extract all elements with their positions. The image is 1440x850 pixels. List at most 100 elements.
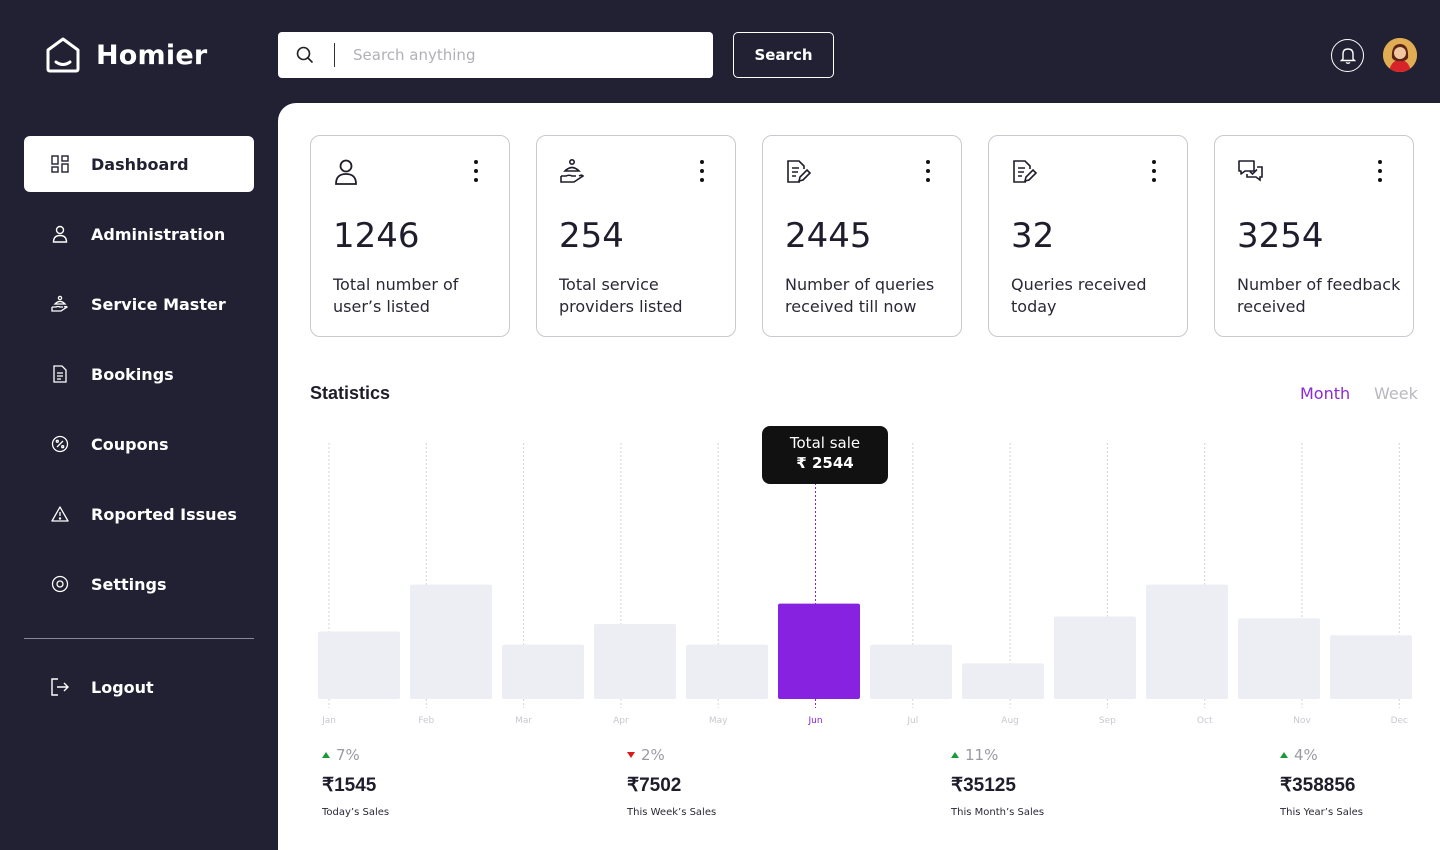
app-logo[interactable]: Homier	[44, 36, 207, 74]
logout-button[interactable]: Logout	[24, 659, 254, 715]
service-hand-icon	[560, 158, 585, 183]
statistics-title: Statistics	[310, 383, 391, 403]
summary-label: Today’s Sales	[322, 807, 390, 818]
stat-value: 1246	[333, 216, 420, 256]
user-avatar-image	[1383, 38, 1417, 72]
bar-may[interactable]	[686, 644, 768, 699]
stat-card-queries-today: 32 Queries received today	[988, 135, 1188, 337]
stat-label: Queries received today	[1011, 275, 1147, 316]
summary-label: This Year’s Sales	[1280, 807, 1363, 818]
bar-mar[interactable]	[502, 644, 584, 699]
sidebar-item-settings[interactable]: Settings	[24, 556, 254, 612]
bar-nov[interactable]	[1238, 618, 1320, 699]
bar-oct[interactable]	[1146, 584, 1228, 699]
more-options-button[interactable]	[1151, 160, 1157, 182]
text-caret	[334, 43, 335, 67]
logout-icon	[50, 677, 70, 697]
stat-value: 2445	[785, 216, 872, 256]
summary-change: 2%	[627, 746, 716, 764]
sidebar-item-label: Service Master	[91, 294, 226, 314]
change-value: 11%	[965, 746, 999, 764]
x-tick-label-sep: Sep	[1099, 716, 1116, 726]
search-icon	[296, 46, 316, 64]
search-button[interactable]: Search	[733, 32, 834, 78]
change-value: 7%	[336, 746, 360, 764]
bell-icon	[1339, 48, 1356, 64]
summary-week: 2% ₹7502 This Week’s Sales	[627, 746, 716, 818]
app-name: Homier	[96, 39, 208, 71]
x-tick-label-nov: Nov	[1293, 716, 1311, 726]
tooltip-value: ₹ 2544	[796, 454, 854, 472]
toggle-week[interactable]: Week	[1374, 384, 1418, 403]
sidebar-logout: Logout	[24, 659, 254, 729]
stat-card-service-providers: 254 Total service providers listed	[536, 135, 736, 337]
chat-icon	[1238, 160, 1263, 182]
x-tick-label-apr: Apr	[613, 716, 629, 726]
stat-label: Total service providers listed	[559, 275, 683, 316]
user-icon	[50, 224, 70, 244]
bar-aug[interactable]	[962, 663, 1044, 699]
sidebar-item-label: Roported Issues	[91, 504, 237, 524]
summary-label: This Week’s Sales	[627, 807, 717, 818]
sidebar-item-coupons[interactable]: Coupons	[24, 416, 254, 472]
edit-document-icon	[1013, 160, 1037, 183]
home-logo-icon	[46, 37, 80, 73]
stat-value: 32	[1011, 216, 1055, 256]
x-tick-label-oct: Oct	[1197, 716, 1213, 726]
summary-change: 11%	[951, 746, 1044, 764]
chart-tooltip: Total sale ₹ 2544	[762, 426, 888, 484]
x-tick-label-jan: Jan	[321, 716, 336, 726]
bar-feb[interactable]	[410, 584, 492, 699]
sidebar-item-dashboard[interactable]: Dashboard	[24, 136, 254, 192]
notification-button[interactable]	[1331, 39, 1364, 72]
summary-amount: ₹1545	[322, 775, 377, 796]
more-options-button[interactable]	[473, 160, 479, 182]
x-tick-label-feb: Feb	[418, 716, 434, 726]
sidebar-item-label: Settings	[91, 574, 167, 594]
change-value: 4%	[1294, 746, 1318, 764]
stat-card-queries-total: 2445 Number of queries received till now	[762, 135, 962, 337]
x-tick-label-mar: Mar	[515, 716, 532, 726]
more-options-button[interactable]	[925, 160, 931, 182]
sidebar-item-service-master[interactable]: Service Master	[24, 276, 254, 332]
summary-month: 11% ₹35125 This Month’s Sales	[951, 746, 1044, 818]
main-panel: 1246 Total number of user’s listed 254 T…	[278, 103, 1440, 850]
bar-sep[interactable]	[1054, 616, 1136, 700]
sidebar-item-bookings[interactable]: Bookings	[24, 346, 254, 402]
stat-label: Total number of user’s listed	[333, 275, 459, 316]
sidebar-nav: Dashboard Administration Service Master …	[24, 136, 254, 626]
bar-apr[interactable]	[594, 624, 676, 699]
sidebar-item-reported-issues[interactable]: Roported Issues	[24, 486, 254, 542]
bar-jan[interactable]	[318, 631, 400, 700]
x-tick-label-may: May	[709, 716, 728, 726]
search-input[interactable]	[353, 46, 693, 64]
bar-jun[interactable]	[778, 603, 860, 699]
trend-down-icon	[627, 752, 635, 758]
sidebar-item-administration[interactable]: Administration	[24, 206, 254, 262]
summary-change: 7%	[322, 746, 389, 764]
trend-up-icon	[951, 752, 959, 758]
dashboard-icon	[50, 154, 70, 174]
avatar[interactable]	[1383, 38, 1417, 72]
x-tick-label-aug: Aug	[1001, 716, 1019, 726]
bar-dec[interactable]	[1330, 635, 1412, 699]
trend-up-icon	[322, 752, 330, 758]
stat-label: Number of queries received till now	[785, 275, 935, 316]
gear-icon	[50, 574, 70, 594]
more-options-button[interactable]	[699, 160, 705, 182]
sidebar-item-label: Dashboard	[91, 154, 189, 174]
summary-amount: ₹35125	[951, 775, 1016, 796]
stat-value: 254	[559, 216, 624, 256]
summary-label: This Month’s Sales	[951, 807, 1045, 818]
user-icon	[335, 159, 357, 185]
warning-icon	[50, 504, 70, 524]
summary-today: 7% ₹1545 Today’s Sales	[322, 746, 389, 818]
search-bar	[278, 32, 713, 78]
toggle-month[interactable]: Month	[1300, 384, 1351, 403]
stat-label: Number of feedback received	[1237, 275, 1401, 316]
more-options-button[interactable]	[1377, 160, 1383, 182]
service-hand-icon	[50, 294, 70, 314]
summary-year: 4% ₹358856 This Year’s Sales	[1280, 746, 1363, 818]
tooltip-label: Total sale	[789, 434, 861, 452]
bar-jul[interactable]	[870, 644, 952, 699]
